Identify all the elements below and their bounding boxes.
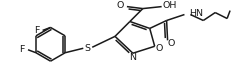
Text: F: F (19, 45, 25, 54)
Text: S: S (84, 44, 90, 53)
Text: O: O (168, 39, 175, 48)
Text: OH: OH (162, 1, 177, 10)
Text: O: O (156, 44, 163, 53)
Text: F: F (34, 26, 39, 35)
Text: O: O (116, 1, 124, 10)
Text: N: N (129, 53, 136, 62)
Text: HN: HN (189, 9, 204, 18)
